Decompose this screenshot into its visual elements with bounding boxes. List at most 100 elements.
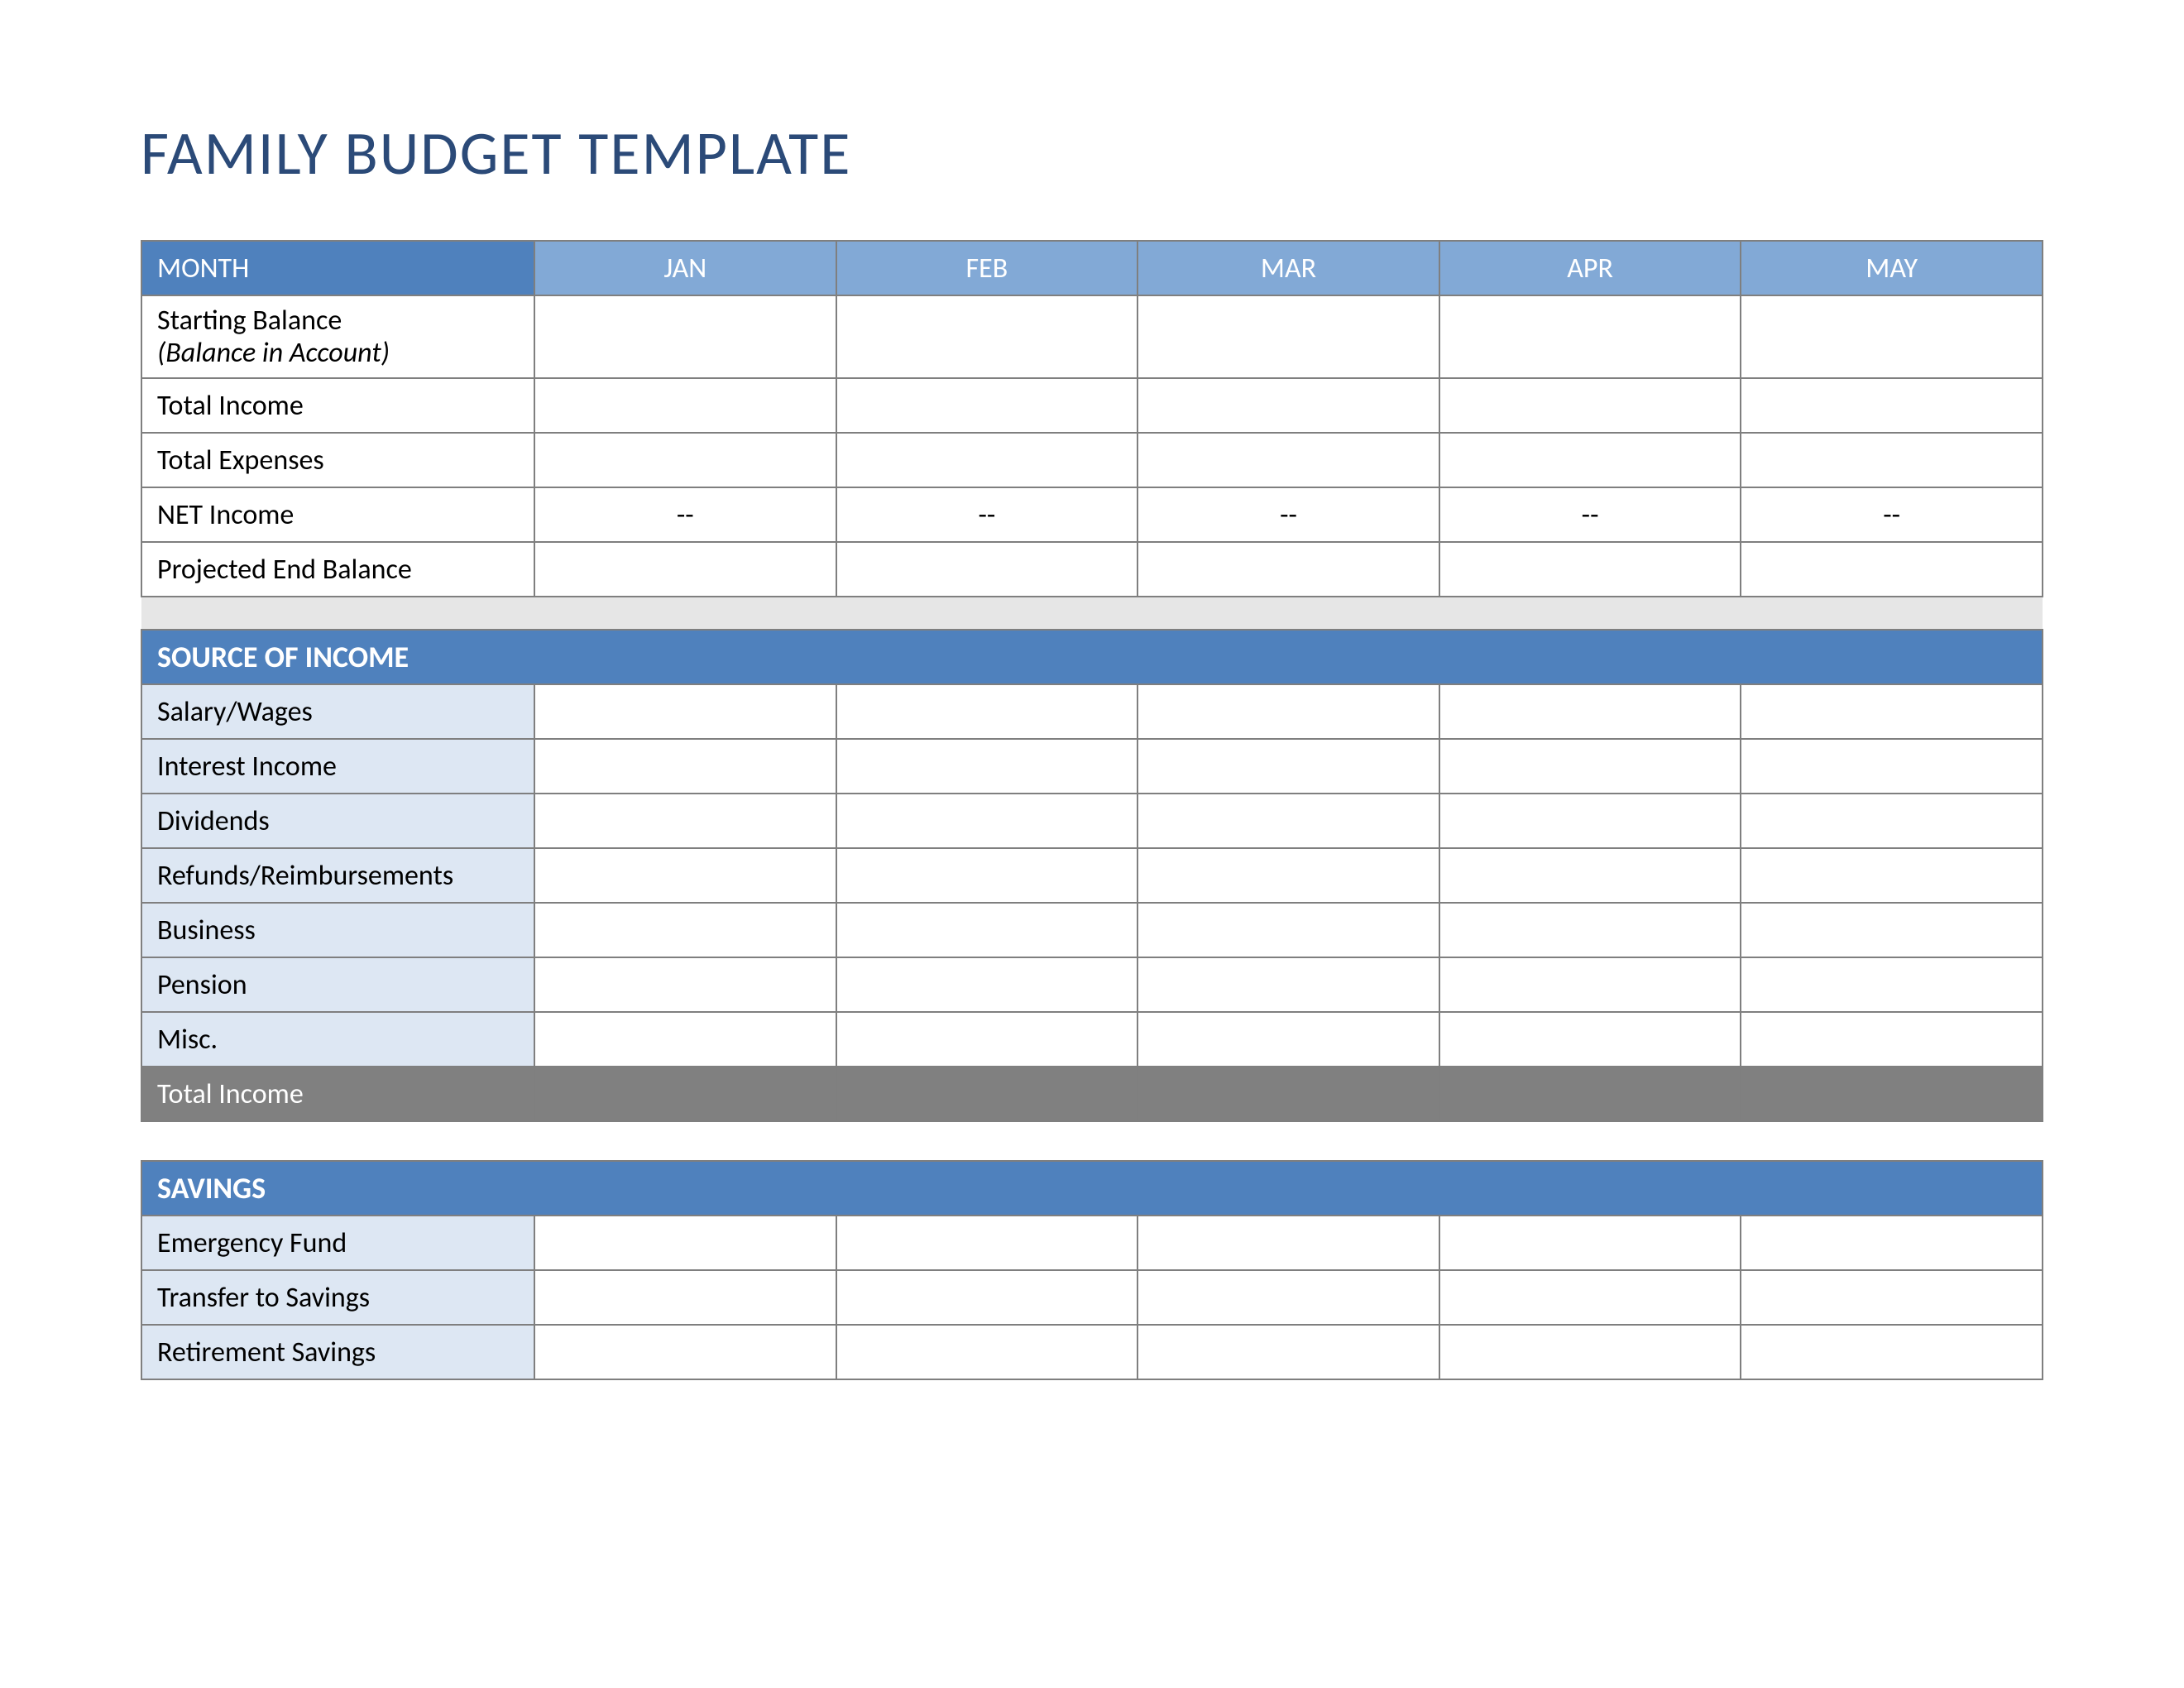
table-cell[interactable]: [534, 1012, 836, 1067]
table-cell[interactable]: [1138, 542, 1439, 597]
table-cell[interactable]: [1741, 684, 2043, 739]
table-cell[interactable]: [1741, 1270, 2043, 1325]
table-cell[interactable]: [1741, 957, 2043, 1012]
table-cell[interactable]: [1439, 1270, 1741, 1325]
table-cell[interactable]: [836, 739, 1138, 794]
month-col-may: MAY: [1741, 241, 2043, 295]
table-cell[interactable]: [1439, 794, 1741, 848]
table-cell[interactable]: --: [534, 487, 836, 542]
table-cell[interactable]: [1138, 433, 1439, 487]
table-cell[interactable]: [1439, 295, 1741, 378]
table-cell[interactable]: [836, 957, 1138, 1012]
summary-label: NET Income: [141, 487, 534, 542]
table-cell[interactable]: [1741, 1012, 2043, 1067]
table-cell[interactable]: [1138, 903, 1439, 957]
table-cell[interactable]: [836, 378, 1138, 433]
table-cell[interactable]: [534, 1270, 836, 1325]
table-cell: [534, 1067, 836, 1121]
table-cell[interactable]: [836, 794, 1138, 848]
table-cell[interactable]: [1741, 903, 2043, 957]
table-cell[interactable]: [1439, 957, 1741, 1012]
section-title: SAVINGS: [141, 1161, 2043, 1216]
table-cell[interactable]: [1138, 378, 1439, 433]
table-cell[interactable]: [1138, 1270, 1439, 1325]
table-cell[interactable]: [1439, 903, 1741, 957]
table-cell[interactable]: [1741, 794, 2043, 848]
table-cell[interactable]: [1741, 378, 2043, 433]
table-cell[interactable]: [836, 684, 1138, 739]
table-cell[interactable]: --: [1138, 487, 1439, 542]
page-title: FAMILY BUDGET TEMPLATE: [141, 116, 2043, 190]
table-cell[interactable]: [836, 1012, 1138, 1067]
table-cell[interactable]: [534, 957, 836, 1012]
table-cell[interactable]: [1741, 433, 2043, 487]
table-cell: [1439, 1067, 1741, 1121]
table-cell[interactable]: [836, 1325, 1138, 1379]
table-cell[interactable]: [1138, 848, 1439, 903]
table-cell[interactable]: [534, 739, 836, 794]
table-cell[interactable]: [1138, 739, 1439, 794]
table-cell[interactable]: [1138, 684, 1439, 739]
row-label: Interest Income: [141, 739, 534, 794]
table-cell[interactable]: [1138, 295, 1439, 378]
table-cell[interactable]: [1439, 1216, 1741, 1270]
table-cell: [836, 1067, 1138, 1121]
table-cell[interactable]: [534, 1216, 836, 1270]
month-header-label: MONTH: [141, 241, 534, 295]
table-cell[interactable]: [1439, 1325, 1741, 1379]
table-cell[interactable]: [1741, 739, 2043, 794]
table-cell[interactable]: [836, 848, 1138, 903]
table-cell[interactable]: [534, 794, 836, 848]
summary-label: Starting Balance (Balance in Account): [141, 295, 534, 378]
table-cell[interactable]: [836, 433, 1138, 487]
income-row: Business: [141, 903, 2043, 957]
section-title: SOURCE OF INCOME: [141, 630, 2043, 684]
income-row: Refunds/Reimbursements: [141, 848, 2043, 903]
table-cell[interactable]: [1439, 1012, 1741, 1067]
summary-row-starting-balance: Starting Balance (Balance in Account): [141, 295, 2043, 378]
table-cell[interactable]: [1138, 794, 1439, 848]
table-cell[interactable]: [534, 295, 836, 378]
table-cell[interactable]: [1138, 1325, 1439, 1379]
table-cell[interactable]: [1138, 957, 1439, 1012]
table-cell[interactable]: [534, 903, 836, 957]
month-col-feb: FEB: [836, 241, 1138, 295]
table-cell[interactable]: [1138, 1216, 1439, 1270]
table-cell[interactable]: [534, 848, 836, 903]
table-cell[interactable]: [534, 1325, 836, 1379]
table-cell[interactable]: [534, 433, 836, 487]
row-label: Misc.: [141, 1012, 534, 1067]
table-cell[interactable]: [1741, 1216, 2043, 1270]
summary-label: Projected End Balance: [141, 542, 534, 597]
spacer: [141, 597, 2043, 630]
table-cell[interactable]: [1741, 848, 2043, 903]
table-cell[interactable]: [836, 1216, 1138, 1270]
table-cell[interactable]: [1439, 684, 1741, 739]
table-cell[interactable]: [534, 684, 836, 739]
table-cell[interactable]: [1439, 433, 1741, 487]
table-cell[interactable]: [534, 378, 836, 433]
income-row: Misc.: [141, 1012, 2043, 1067]
table-cell[interactable]: [1741, 542, 2043, 597]
table-cell[interactable]: [836, 903, 1138, 957]
table-cell[interactable]: [1741, 1325, 2043, 1379]
income-row: Salary/Wages: [141, 684, 2043, 739]
table-cell[interactable]: [1138, 1012, 1439, 1067]
table-cell[interactable]: --: [1741, 487, 2043, 542]
table-cell[interactable]: [836, 295, 1138, 378]
table-cell[interactable]: --: [836, 487, 1138, 542]
table-cell[interactable]: [1439, 739, 1741, 794]
table-cell[interactable]: [1439, 542, 1741, 597]
table-cell[interactable]: [1439, 378, 1741, 433]
table-cell[interactable]: [534, 542, 836, 597]
summary-row-net-income: NET Income -- -- -- -- --: [141, 487, 2043, 542]
savings-row: Transfer to Savings: [141, 1270, 2043, 1325]
table-cell[interactable]: [836, 1270, 1138, 1325]
table-cell[interactable]: [836, 542, 1138, 597]
table-cell[interactable]: --: [1439, 487, 1741, 542]
income-row: Dividends: [141, 794, 2043, 848]
row-label: Emergency Fund: [141, 1216, 534, 1270]
table-cell[interactable]: [1741, 295, 2043, 378]
table-cell[interactable]: [1439, 848, 1741, 903]
row-label: Transfer to Savings: [141, 1270, 534, 1325]
